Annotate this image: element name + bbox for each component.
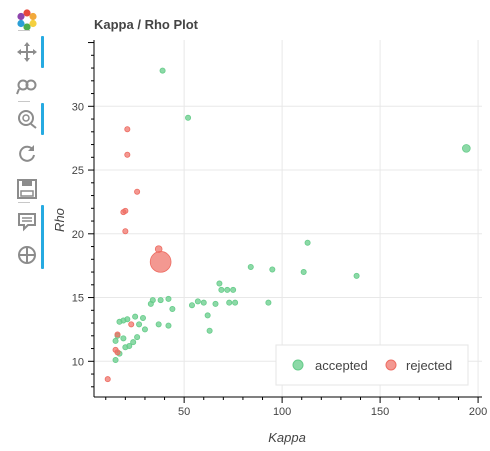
- point-accepted: [265, 299, 272, 306]
- point-accepted: [112, 357, 119, 364]
- point-accepted: [247, 263, 254, 270]
- grid: [94, 40, 482, 397]
- pan-active-indicator: [41, 36, 44, 68]
- point-rejected: [114, 349, 121, 356]
- y-tick-label: 20: [72, 229, 84, 241]
- point-accepted: [130, 339, 137, 346]
- legend-rejected-label: rejected: [406, 358, 452, 373]
- point-accepted: [230, 286, 237, 293]
- point-accepted: [226, 299, 233, 306]
- hover-tool[interactable]: [10, 205, 44, 239]
- toolbar: [0, 0, 48, 451]
- point-accepted: [169, 306, 176, 313]
- pan-tool[interactable]: [10, 35, 44, 69]
- point-rejected: [124, 126, 131, 133]
- point-accepted: [120, 335, 127, 342]
- point-accepted: [141, 326, 148, 333]
- crosshair-icon: [18, 246, 36, 264]
- pan-icon: [17, 42, 37, 62]
- legend: accepted rejected: [275, 344, 469, 386]
- point-accepted: [204, 312, 211, 319]
- point-accepted: [120, 317, 127, 324]
- x-tick-label: 50: [178, 406, 190, 418]
- point-rejected: [114, 331, 121, 338]
- save-tool[interactable]: [10, 172, 44, 206]
- crosshair-tool[interactable]: [10, 238, 44, 272]
- point-accepted: [300, 269, 307, 276]
- point-accepted: [185, 114, 192, 121]
- point-rejected: [149, 251, 172, 273]
- box-zoom-tool[interactable]: [10, 70, 44, 104]
- x-tick-label: 150: [371, 406, 389, 418]
- x-tick-label: 200: [469, 406, 487, 418]
- legend-box: [275, 344, 469, 386]
- point-accepted: [155, 321, 162, 328]
- point-accepted: [200, 299, 207, 306]
- legend-accepted-label: accepted: [315, 358, 368, 373]
- point-accepted: [132, 313, 139, 320]
- point-accepted: [159, 67, 166, 74]
- inspect-active-indicator: [41, 205, 44, 269]
- point-accepted: [122, 344, 129, 351]
- point-rejected: [104, 376, 111, 383]
- point-accepted: [194, 298, 201, 305]
- toolbar-separator: [18, 101, 30, 102]
- toolbar-separator: [18, 30, 30, 31]
- point-rejected: [134, 188, 141, 195]
- axes: 50 100 150 200 10 15 20 25 30: [72, 40, 487, 418]
- save-icon: [17, 179, 37, 199]
- y-tick-label: 25: [72, 165, 84, 177]
- x-tick-label: 100: [273, 406, 291, 418]
- y-axis-label: Rho: [52, 208, 67, 232]
- point-accepted: [112, 337, 119, 344]
- legend-accepted-marker: [292, 359, 304, 371]
- wheel-zoom-active-indicator: [41, 103, 44, 135]
- point-accepted: [188, 302, 195, 309]
- point-accepted: [353, 272, 360, 279]
- reset-icon: [19, 145, 35, 162]
- point-accepted: [216, 280, 223, 287]
- point-accepted: [232, 299, 239, 306]
- point-accepted: [206, 327, 213, 334]
- point-accepted: [212, 300, 219, 307]
- point-accepted: [269, 266, 276, 273]
- hover-icon: [18, 213, 36, 232]
- point-accepted: [165, 295, 172, 302]
- point-accepted: [136, 321, 143, 328]
- x-axis-label: Kappa: [268, 430, 306, 445]
- point-accepted: [134, 334, 141, 341]
- point-accepted: [218, 286, 225, 293]
- y-tick-label: 10: [72, 356, 84, 368]
- scatter-points: [104, 67, 471, 383]
- point-rejected: [124, 151, 131, 158]
- chart-title: Kappa / Rho Plot: [94, 17, 199, 32]
- toolbar-separator: [18, 202, 30, 203]
- wheel-zoom-tool[interactable]: [10, 102, 44, 136]
- y-tick-label: 30: [72, 101, 84, 113]
- point-rejected: [128, 321, 135, 328]
- point-accepted: [462, 144, 471, 153]
- point-accepted: [139, 314, 146, 321]
- wheel-zoom-icon: [18, 110, 37, 129]
- point-rejected: [120, 209, 127, 216]
- reset-tool[interactable]: [10, 136, 44, 170]
- y-tick-label: 15: [72, 293, 84, 305]
- point-accepted: [304, 239, 311, 246]
- point-accepted: [165, 322, 172, 329]
- point-accepted: [224, 286, 231, 293]
- box-zoom-icon: [16, 79, 37, 95]
- point-accepted: [157, 297, 164, 304]
- legend-rejected-marker: [385, 359, 397, 371]
- point-rejected: [122, 228, 129, 235]
- point-accepted: [147, 300, 154, 307]
- logo-icon[interactable]: [10, 3, 44, 37]
